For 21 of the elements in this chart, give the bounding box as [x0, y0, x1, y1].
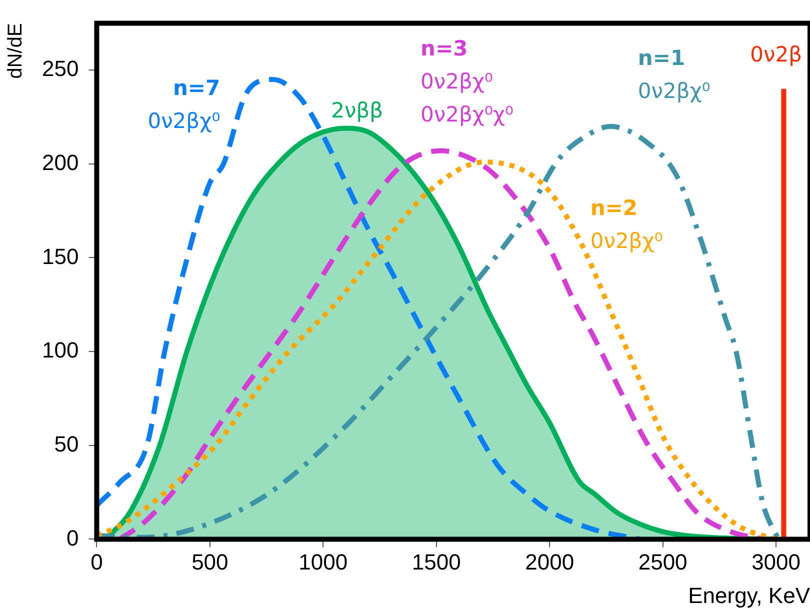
series-label: n=7 0ν2βχ⁰ [148, 76, 220, 134]
series-label: 0ν2β [750, 42, 802, 66]
x-tick-label: 1000 [298, 549, 348, 574]
series-label: n=2 0ν2βχ⁰ [590, 196, 663, 254]
series-label: 2νββ [331, 98, 384, 123]
y-axis-title: dN/dE [4, 23, 27, 79]
x-tick-label: 1500 [412, 549, 461, 574]
y-tick-label: 200 [42, 150, 79, 175]
x-axis-title: Energy, KeV [688, 582, 810, 608]
y-tick-label: 150 [42, 244, 79, 269]
x-tick-label: 2500 [638, 549, 688, 574]
y-tick-label: 100 [42, 338, 79, 363]
x-tick-label: 3000 [752, 549, 801, 574]
x-tick-label: 2000 [525, 549, 574, 574]
x-tick-label: 500 [192, 549, 228, 574]
x-tick-label: 0 [90, 549, 103, 574]
y-tick-label: 0 [66, 525, 79, 550]
series-label: n=1 0ν2βχ⁰ [638, 46, 710, 104]
y-tick-label: 250 [42, 56, 79, 82]
series-label: n=3 0ν2βχ⁰ 0ν2βχ⁰χ⁰ [420, 36, 514, 127]
y-tick-label: 50 [54, 431, 79, 456]
